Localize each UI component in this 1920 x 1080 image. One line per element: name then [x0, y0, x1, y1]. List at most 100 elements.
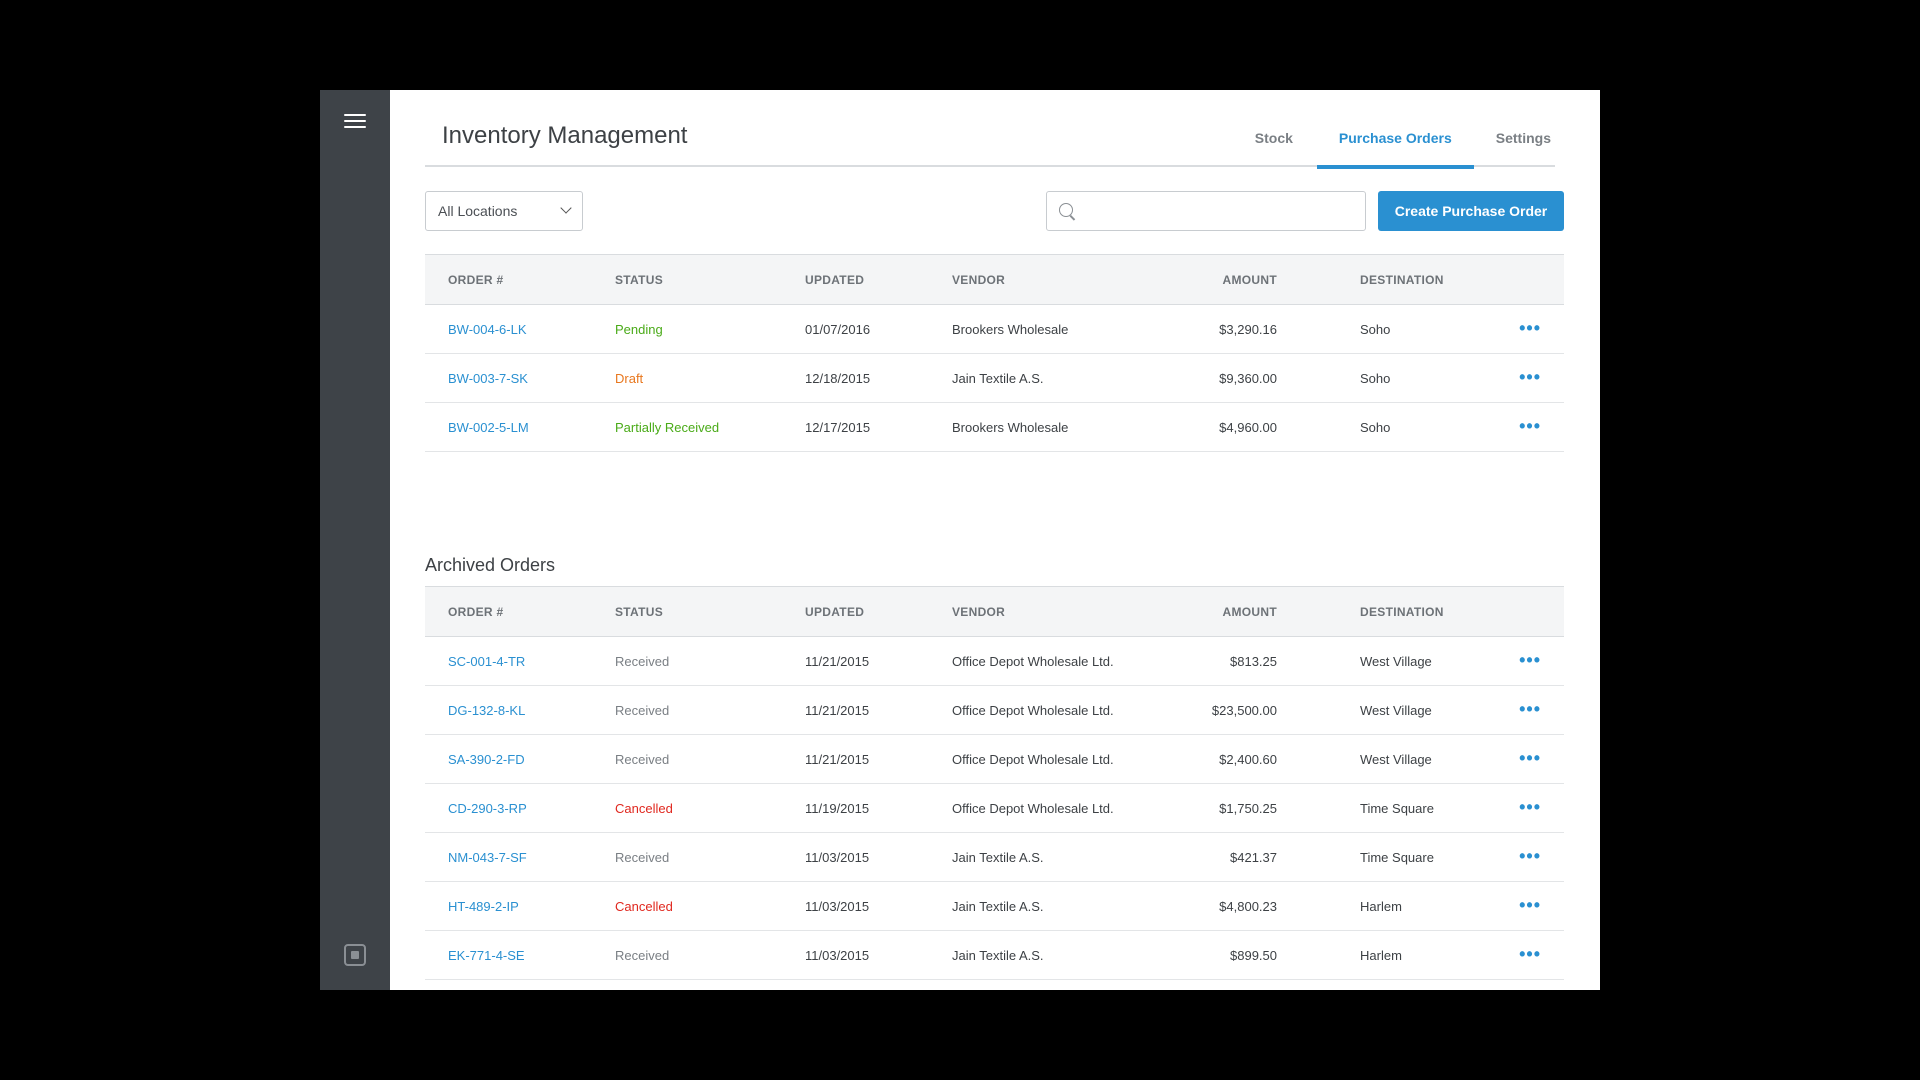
vendor-name: Office Depot Wholesale Ltd. [952, 702, 1114, 718]
destination-name: West Village [1360, 702, 1432, 718]
order-link[interactable]: BW-002-5-LM [448, 419, 529, 435]
more-dots-icon[interactable]: ••• [1519, 366, 1541, 387]
more-dots-icon[interactable]: ••• [1519, 845, 1541, 866]
amount-value: $4,800.23 [1219, 898, 1277, 914]
column-header-updated[interactable]: UPDATED [805, 272, 865, 287]
vendor-name: Office Depot Wholesale Ltd. [952, 751, 1114, 767]
table-row[interactable]: HT-489-2-IP Cancelled 11/03/2015 Jain Te… [425, 882, 1564, 931]
page-header: Inventory Management Stock Purchase Orde… [425, 90, 1555, 169]
more-dots-icon[interactable]: ••• [1519, 415, 1541, 436]
search-input[interactable] [1085, 200, 1355, 222]
table-row[interactable]: EK-771-4-SE Received 11/03/2015 Jain Tex… [425, 931, 1564, 980]
order-link[interactable]: HT-489-2-IP [448, 898, 519, 914]
tab-purchase-orders[interactable]: Purchase Orders [1316, 90, 1474, 169]
order-link[interactable]: BW-004-6-LK [448, 321, 527, 337]
location-select-value: All Locations [438, 203, 518, 219]
order-link[interactable]: DG-132-8-KL [448, 702, 526, 718]
vendor-name: Brookers Wholesale [952, 419, 1069, 435]
destination-name: Soho [1360, 321, 1391, 337]
amount-value: $899.50 [1230, 947, 1277, 963]
amount-value: $813.25 [1230, 653, 1277, 669]
updated-date: 01/07/2016 [805, 321, 871, 337]
destination-name: West Village [1360, 653, 1432, 669]
vendor-name: Jain Textile A.S. [952, 849, 1044, 865]
vendor-name: Jain Textile A.S. [952, 370, 1044, 386]
status-text: Cancelled [615, 800, 673, 816]
more-dots-icon[interactable]: ••• [1519, 894, 1541, 915]
destination-name: Time Square [1360, 800, 1434, 816]
vendor-name: Office Depot Wholesale Ltd. [952, 653, 1114, 669]
page-title: Inventory Management [442, 122, 688, 149]
column-header-destination[interactable]: DESTINATION [1360, 272, 1444, 287]
status-text: Cancelled [615, 898, 673, 914]
search-icon [1059, 203, 1073, 217]
status-text: Received [615, 849, 670, 865]
tab-bar: Stock Purchase Orders Settings [1233, 90, 1555, 169]
status-text: Draft [615, 370, 644, 386]
destination-name: Harlem [1360, 898, 1402, 914]
table-header-row: ORDER # STATUS UPDATED VENDOR AMOUNT DES… [425, 586, 1564, 637]
order-link[interactable]: NM-043-7-SF [448, 849, 527, 865]
column-header-amount[interactable]: AMOUNT [1222, 272, 1277, 287]
menu-icon[interactable] [344, 112, 366, 130]
tab-stock[interactable]: Stock [1254, 130, 1293, 146]
table-row[interactable]: SC-001-4-TR Received 11/21/2015 Office D… [425, 637, 1564, 686]
more-dots-icon[interactable]: ••• [1519, 796, 1541, 817]
more-dots-icon[interactable]: ••• [1519, 747, 1541, 768]
status-text: Received [615, 751, 670, 767]
tab-settings[interactable]: Settings [1495, 130, 1551, 146]
vendor-name: Jain Textile A.S. [952, 898, 1044, 914]
app-window: Inventory Management Stock Purchase Orde… [320, 90, 1600, 990]
table-row[interactable]: SA-390-2-FD Received 11/21/2015 Office D… [425, 735, 1564, 784]
amount-value: $421.37 [1230, 849, 1277, 865]
table-row[interactable]: BW-003-7-SK Draft 12/18/2015 Jain Textil… [425, 354, 1564, 403]
more-dots-icon[interactable]: ••• [1519, 943, 1541, 964]
column-header-order[interactable]: ORDER # [448, 272, 504, 287]
table-row[interactable]: BW-002-5-LM Partially Received 12/17/201… [425, 403, 1564, 452]
column-header-status[interactable]: STATUS [615, 604, 664, 619]
square-logo-icon[interactable] [344, 944, 366, 966]
destination-name: Soho [1360, 370, 1391, 386]
table-row[interactable]: CD-290-3-RP Cancelled 11/19/2015 Office … [425, 784, 1564, 833]
column-header-updated[interactable]: UPDATED [805, 604, 865, 619]
archived-orders-table: ORDER # STATUS UPDATED VENDOR AMOUNT DES… [425, 586, 1564, 980]
status-text: Partially Received [615, 419, 720, 435]
updated-date: 12/17/2015 [805, 419, 871, 435]
updated-date: 11/19/2015 [805, 800, 870, 816]
create-purchase-order-button[interactable]: Create Purchase Order [1378, 191, 1564, 231]
vendor-name: Brookers Wholesale [952, 321, 1069, 337]
status-text: Pending [615, 321, 663, 337]
column-header-amount[interactable]: AMOUNT [1222, 604, 1277, 619]
column-header-destination[interactable]: DESTINATION [1360, 604, 1444, 619]
table-row[interactable]: BW-004-6-LK Pending 01/07/2016 Brookers … [425, 305, 1564, 354]
create-purchase-order-label: Create Purchase Order [1394, 203, 1548, 219]
updated-date: 12/18/2015 [805, 370, 871, 386]
order-link[interactable]: SC-001-4-TR [448, 653, 526, 669]
column-header-vendor[interactable]: VENDOR [952, 272, 1006, 287]
destination-name: Time Square [1360, 849, 1434, 865]
order-link[interactable]: EK-771-4-SE [448, 947, 525, 963]
column-header-order[interactable]: ORDER # [448, 604, 504, 619]
order-link[interactable]: BW-003-7-SK [448, 370, 528, 386]
column-header-vendor[interactable]: VENDOR [952, 604, 1006, 619]
amount-value: $1,750.25 [1219, 800, 1277, 816]
order-link[interactable]: CD-290-3-RP [448, 800, 527, 816]
more-dots-icon[interactable]: ••• [1519, 649, 1541, 670]
column-header-actions [1507, 587, 1564, 637]
column-header-actions [1507, 255, 1564, 305]
amount-value: $3,290.16 [1219, 321, 1277, 337]
column-header-status[interactable]: STATUS [615, 272, 664, 287]
search-box [1046, 191, 1366, 231]
updated-date: 11/03/2015 [805, 947, 870, 963]
table-row[interactable]: NM-043-7-SF Received 11/03/2015 Jain Tex… [425, 833, 1564, 882]
order-link[interactable]: SA-390-2-FD [448, 751, 525, 767]
updated-date: 11/21/2015 [805, 751, 870, 767]
vendor-name: Jain Textile A.S. [952, 947, 1044, 963]
main-content: Inventory Management Stock Purchase Orde… [390, 90, 1600, 990]
more-dots-icon[interactable]: ••• [1519, 317, 1541, 338]
amount-value: $9,360.00 [1219, 370, 1277, 386]
table-row[interactable]: DG-132-8-KL Received 11/21/2015 Office D… [425, 686, 1564, 735]
more-dots-icon[interactable]: ••• [1519, 698, 1541, 719]
location-select[interactable]: All Locations [425, 191, 583, 231]
status-text: Received [615, 653, 670, 669]
